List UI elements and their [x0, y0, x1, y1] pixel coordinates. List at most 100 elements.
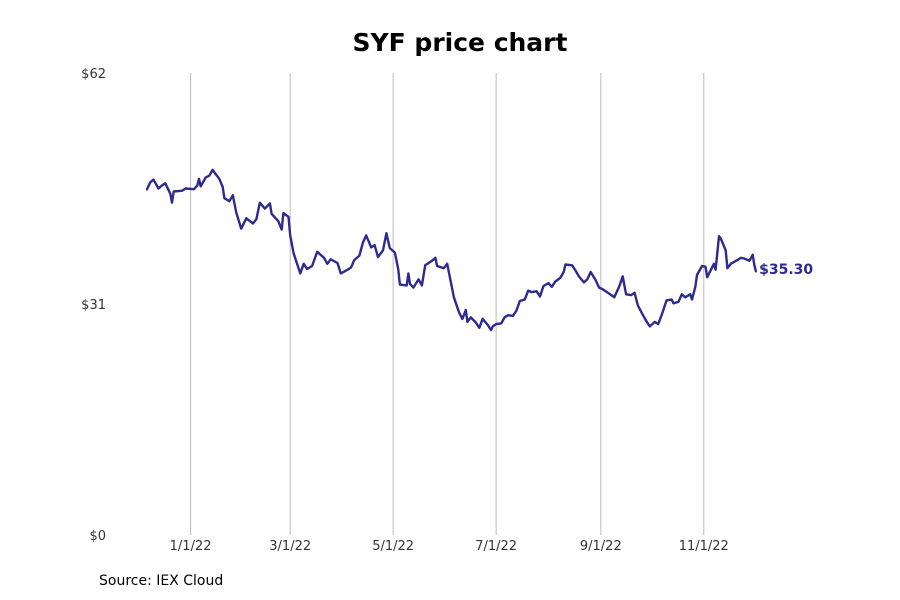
data-point [677, 301, 680, 303]
data-point [394, 252, 396, 254]
data-point [564, 263, 567, 266]
data-point [385, 232, 387, 234]
data-point [389, 247, 391, 249]
data-point [482, 318, 484, 320]
data-point [661, 314, 663, 316]
data-point [252, 222, 254, 225]
data-point [601, 288, 604, 290]
data-point [208, 175, 210, 177]
data-point [303, 263, 305, 265]
data-point [475, 322, 477, 324]
data-point [730, 263, 732, 265]
data-point [672, 302, 675, 304]
data-point [316, 251, 318, 253]
x-tick-label: 3/1/22 [269, 539, 311, 554]
data-point [466, 321, 468, 323]
data-point [198, 178, 200, 180]
data-point [326, 263, 328, 265]
data-point [340, 272, 342, 274]
data-point [512, 315, 514, 317]
data-point [720, 237, 722, 239]
data-point [171, 202, 173, 204]
data-point [409, 283, 411, 285]
data-point [630, 294, 632, 296]
data-point [671, 298, 673, 301]
data-point [218, 178, 220, 180]
data-point [583, 281, 585, 283]
data-point [495, 323, 497, 325]
data-point [412, 287, 414, 289]
data-point [500, 322, 502, 324]
data-point [146, 189, 148, 191]
data-point [578, 275, 580, 277]
data-point [193, 188, 195, 190]
data-point [696, 274, 698, 276]
data-point [613, 296, 615, 298]
data-point [701, 265, 703, 267]
data-point [374, 244, 376, 246]
data-point [350, 266, 352, 269]
data-point [152, 179, 155, 181]
data-point [507, 314, 509, 316]
data-point [370, 246, 372, 248]
data-point [574, 269, 577, 272]
source-note: Source: IEX Cloud [99, 573, 224, 589]
data-point [287, 216, 290, 218]
data-point [446, 263, 448, 265]
data-point [362, 242, 364, 244]
data-point [625, 293, 627, 295]
data-point [743, 257, 745, 260]
data-point [689, 293, 691, 295]
data-point [365, 234, 367, 236]
data-point [753, 264, 756, 266]
data-point [223, 197, 225, 199]
data-point [157, 187, 160, 190]
data-point [431, 260, 433, 262]
data-point [173, 190, 175, 193]
data-point [590, 271, 592, 273]
data-point [715, 269, 717, 271]
data-point [264, 208, 266, 210]
data-point [504, 316, 506, 318]
data-point [519, 300, 521, 302]
data-point [547, 282, 550, 284]
data-point [559, 277, 561, 279]
x-tick-label: 9/1/22 [580, 539, 622, 554]
data-point [282, 212, 284, 214]
data-point [684, 296, 686, 298]
data-point [443, 267, 445, 269]
data-point [399, 284, 401, 286]
data-point [492, 325, 494, 327]
data-point [554, 281, 556, 283]
data-point [336, 262, 339, 264]
data-point [536, 290, 538, 292]
data-point [490, 329, 492, 331]
data-point [169, 193, 171, 195]
data-point [539, 295, 541, 298]
data-point [694, 286, 696, 288]
data-point [595, 279, 597, 281]
data-point [184, 187, 187, 190]
data-point [649, 325, 651, 327]
x-tick-label: 1/1/22 [170, 539, 212, 554]
data-point [196, 184, 198, 187]
data-point [515, 310, 518, 312]
x-tick-label: 5/1/22 [372, 539, 414, 554]
y-tick-label: $31 [81, 298, 106, 313]
x-tick-label: 11/1/22 [679, 539, 729, 554]
data-point [527, 290, 529, 292]
data-point [311, 265, 313, 267]
data-point [657, 323, 659, 325]
data-point [681, 293, 683, 295]
data-point [289, 234, 291, 236]
data-point [654, 321, 656, 323]
data-point [458, 311, 460, 313]
data-point [235, 211, 237, 213]
series-line [145, 168, 758, 332]
last-price-label: $35.30 [759, 262, 813, 278]
y-axis-ticks: $62 $31 $0 [81, 67, 106, 544]
data-point [704, 266, 707, 268]
data-point [524, 298, 526, 301]
data-point [718, 235, 720, 237]
data-point [271, 213, 273, 215]
